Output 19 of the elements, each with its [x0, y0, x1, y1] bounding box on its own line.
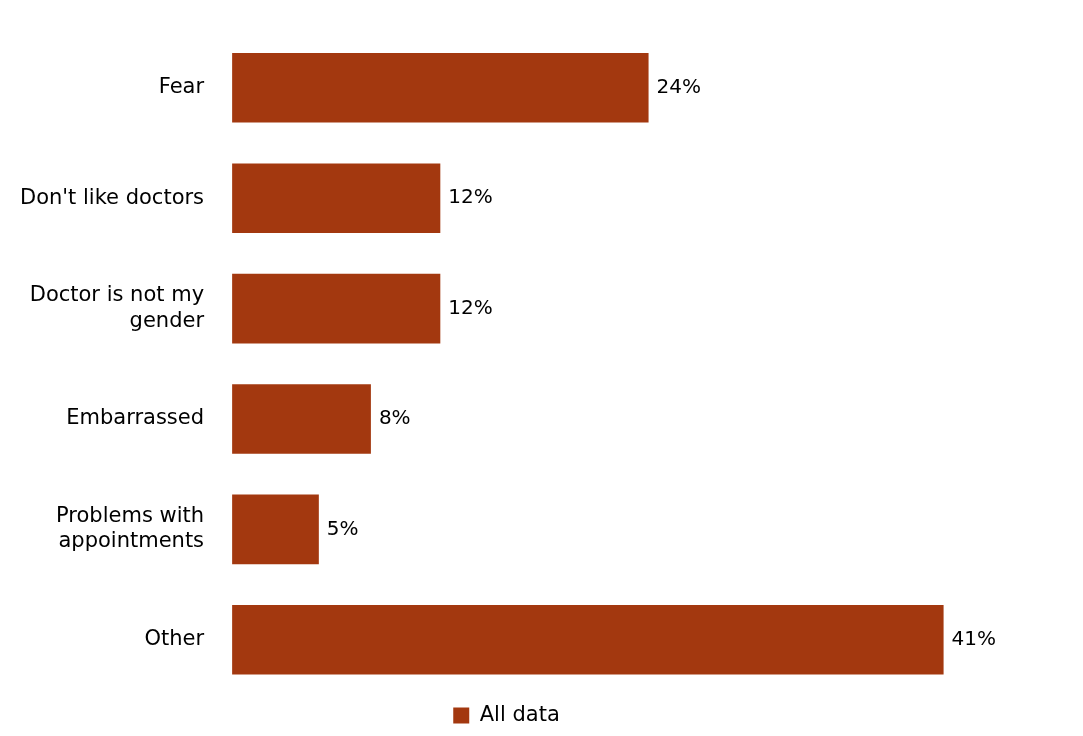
bar [232, 53, 649, 123]
bar [232, 384, 371, 454]
data-label: 24% [656, 74, 702, 98]
y-tick-label: Don't like doctors [19, 184, 205, 209]
bar [232, 273, 441, 344]
data-label: 12% [448, 184, 493, 209]
bar [232, 494, 319, 565]
bar [232, 163, 441, 233]
y-tick-label: Doctor is not my gender [29, 282, 205, 332]
bar [232, 605, 944, 675]
data-label: 41% [951, 626, 997, 650]
y-tick-label: Problems with appointments [56, 503, 205, 553]
y-tick-label: Embarrassed [66, 405, 205, 430]
data-label: 5% [326, 515, 359, 540]
data-label: 8% [378, 405, 411, 430]
data-label: 12% [448, 294, 493, 319]
y-tick-label: Other [144, 626, 205, 651]
legend-label: All data [479, 701, 560, 726]
y-tick-label: Fear [158, 74, 205, 99]
